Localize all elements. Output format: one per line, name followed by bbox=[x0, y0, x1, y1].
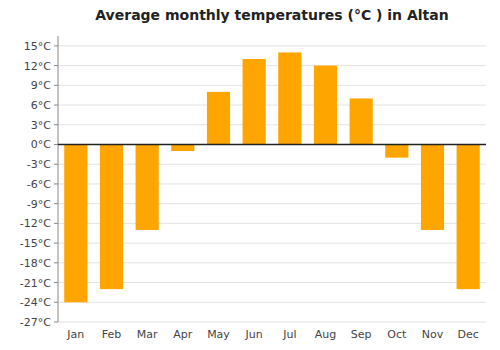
y-tick bbox=[54, 183, 58, 184]
chart: Average monthly temperatures (°C ) in Al… bbox=[0, 0, 500, 350]
x-tick-label: Nov bbox=[422, 328, 444, 341]
grid-line bbox=[58, 144, 486, 145]
y-tick-label: -15°C bbox=[20, 237, 51, 250]
y-tick-label: -18°C bbox=[20, 257, 51, 270]
y-tick-label: -24°C bbox=[20, 296, 51, 309]
baseline bbox=[58, 144, 486, 146]
bar bbox=[457, 144, 480, 289]
y-tick-label: -21°C bbox=[20, 277, 51, 290]
y-tick-label: -3°C bbox=[27, 158, 51, 171]
y-tick-label: 9°C bbox=[31, 79, 51, 92]
grid-line bbox=[58, 45, 486, 46]
y-tick-label: 3°C bbox=[31, 119, 51, 132]
bar bbox=[64, 144, 87, 302]
bar bbox=[350, 98, 373, 144]
y-tick bbox=[54, 85, 58, 86]
y-tick-label: 12°C bbox=[24, 60, 51, 73]
title: Average monthly temperatures (°C ) in Al… bbox=[95, 7, 448, 23]
grid-line bbox=[58, 124, 486, 125]
y-tick-label: 6°C bbox=[31, 99, 51, 112]
y-tick bbox=[54, 45, 58, 46]
x-tick-label: Apr bbox=[173, 328, 193, 341]
bar bbox=[136, 144, 159, 229]
x-tick-label: Feb bbox=[102, 328, 121, 341]
grid-line bbox=[58, 65, 486, 66]
grid bbox=[58, 46, 486, 322]
y-tick-label: 0°C bbox=[31, 138, 51, 151]
x-tick-label: Jul bbox=[282, 328, 296, 341]
x-tick-label: Sep bbox=[351, 328, 372, 341]
bars bbox=[58, 52, 486, 302]
x-tick-label: Oct bbox=[387, 328, 407, 341]
y-tick bbox=[54, 262, 58, 263]
y-tick bbox=[54, 144, 58, 145]
y-axis-line bbox=[58, 36, 59, 322]
y-tick bbox=[54, 223, 58, 224]
y-tick bbox=[54, 124, 58, 125]
x-tick-label: Mar bbox=[137, 328, 158, 341]
grid-line bbox=[58, 85, 486, 86]
y-tick-label: -27°C bbox=[20, 316, 51, 329]
x-axis: Jan Feb Mar Apr May Jun Jul Aug Sep Oct Nov Dec bbox=[66, 328, 478, 341]
y-tick bbox=[54, 203, 58, 204]
grid-line bbox=[58, 322, 486, 323]
bar bbox=[100, 144, 123, 289]
y-tick-label: -9°C bbox=[27, 198, 51, 211]
y-tick bbox=[54, 105, 58, 106]
bar bbox=[421, 144, 444, 229]
grid-line bbox=[58, 302, 486, 303]
x-tick-label: May bbox=[207, 328, 230, 341]
y-tick bbox=[54, 302, 58, 303]
y-tick bbox=[54, 322, 58, 323]
bar bbox=[243, 59, 266, 144]
bar bbox=[171, 144, 194, 151]
y-tick-label: -12°C bbox=[20, 217, 51, 230]
x-tick-label: Jun bbox=[245, 328, 263, 341]
y-tick bbox=[54, 65, 58, 66]
bar bbox=[385, 144, 408, 157]
y-tick-label: 15°C bbox=[24, 40, 51, 53]
bar bbox=[314, 66, 337, 145]
bar bbox=[207, 92, 230, 145]
grid-line bbox=[58, 105, 486, 106]
y-tick bbox=[54, 282, 58, 283]
x-tick-label: Jan bbox=[66, 328, 84, 341]
x-tick-label: Dec bbox=[458, 328, 479, 341]
y-axis: -27°C -24°C -21°C -18°C -15°C -12°C -9°C -6°C -3… bbox=[20, 40, 58, 329]
bar bbox=[278, 52, 301, 144]
y-tick bbox=[54, 164, 58, 165]
y-tick-label: -6°C bbox=[27, 178, 51, 191]
y-tick bbox=[54, 243, 58, 244]
x-tick-label: Aug bbox=[315, 328, 336, 341]
